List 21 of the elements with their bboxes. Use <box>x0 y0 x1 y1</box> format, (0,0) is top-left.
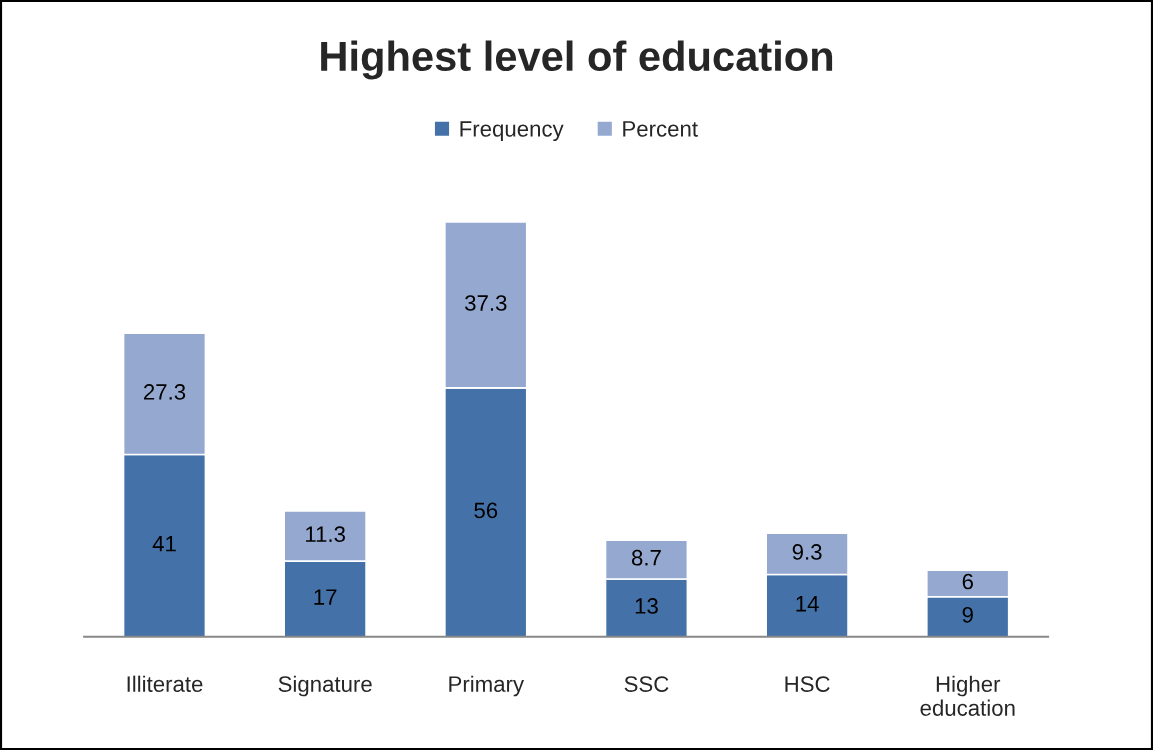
data-label: 8.7 <box>631 549 661 566</box>
x-tick-label: HSC <box>785 676 830 692</box>
data-label: 27.3 <box>143 384 186 400</box>
data-label: 6 <box>962 573 973 590</box>
legend-label: Percent <box>623 121 698 137</box>
data-label: 13 <box>635 598 658 614</box>
data-label: 9 <box>962 606 973 623</box>
x-tick-label: Signature <box>278 675 372 697</box>
data-label: 11.3 <box>306 526 345 543</box>
data-label: 56 <box>474 502 498 519</box>
x-tick-label: Illiterate <box>127 675 203 692</box>
chart-title: Highest level of education <box>321 40 833 80</box>
data-label: 37.3 <box>465 295 507 311</box>
data-label: 41 <box>152 536 176 552</box>
data-label: 17 <box>314 589 337 605</box>
data-label: 14 <box>796 596 819 612</box>
data-label: 9.3 <box>792 544 822 560</box>
x-tick-label: SSC <box>624 676 669 692</box>
legend-label: Frequency <box>460 121 564 142</box>
x-tick-label: Higher education <box>920 675 1015 716</box>
x-tick-label: Primary <box>449 675 525 697</box>
